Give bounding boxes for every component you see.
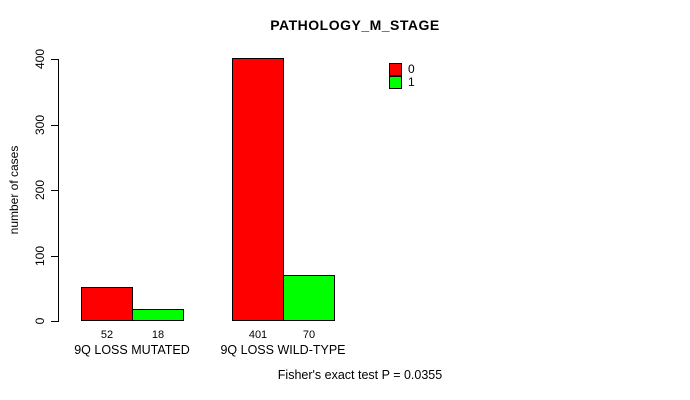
bar-red [81,287,133,321]
legend-entry: 0 [389,62,415,76]
y-axis-tick [51,190,58,191]
bar-green [283,275,335,321]
legend: 0 1 [389,62,415,90]
legend-label: 1 [408,75,415,89]
category-label: 9Q LOSS WILD-TYPE [220,343,346,357]
legend-swatch-green [389,76,402,89]
bar-value-label: 70 [302,329,316,341]
y-axis-tick-label: 100 [33,245,47,267]
y-axis-tick-label: 200 [33,179,47,201]
y-axis-tick-label: 300 [33,114,47,136]
bar-green [132,309,184,321]
y-axis-tick [51,125,58,126]
y-axis-tick-label: 0 [33,317,47,325]
category-label: 9Q LOSS MUTATED [74,343,190,357]
bar-value-label: 401 [248,329,268,341]
bar-red [232,58,284,321]
bar-value-label: 52 [100,329,114,341]
legend-swatch-red [389,63,402,76]
y-axis-tick [51,256,58,257]
chart-title: PATHOLOGY_M_STAGE [270,17,440,33]
bar-value-label: 18 [151,329,165,341]
y-axis-tick [51,59,58,60]
y-axis-title: number of cases [7,145,21,235]
y-axis-tick-label: 400 [33,48,47,70]
legend-label: 0 [408,62,415,76]
y-axis-tick [51,321,58,322]
statistical-test-note: Fisher's exact test P = 0.0355 [277,368,443,382]
legend-entry: 1 [389,75,415,89]
y-axis-line [58,59,59,322]
